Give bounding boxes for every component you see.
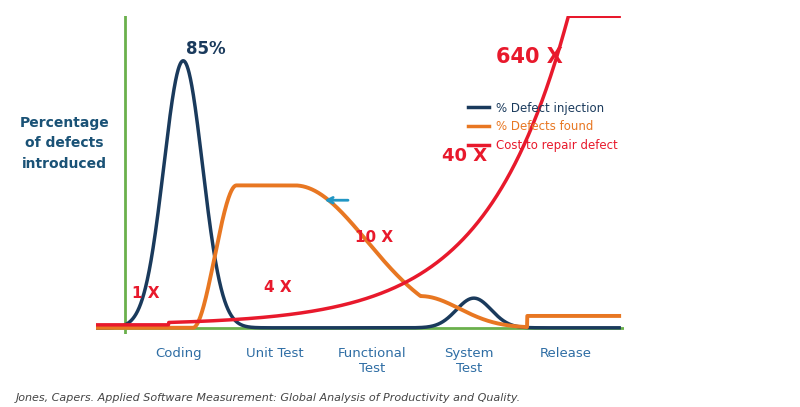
Text: Percentage
of defects
introduced: Percentage of defects introduced	[19, 116, 109, 171]
Text: Coding: Coding	[155, 347, 202, 360]
Text: Functional
Test: Functional Test	[338, 347, 406, 375]
Text: System
Test: System Test	[444, 347, 494, 375]
Text: Jones, Capers. Applied Software Measurement: Global Analysis of Productivity and: Jones, Capers. Applied Software Measurem…	[16, 393, 521, 403]
Text: 40 X: 40 X	[442, 147, 487, 164]
Legend: % Defect injection, % Defects found, Cost to repair defect: % Defect injection, % Defects found, Cos…	[468, 102, 618, 152]
Text: 10 X: 10 X	[354, 230, 393, 245]
Text: 85%: 85%	[186, 40, 226, 58]
Text: 4 X: 4 X	[264, 280, 291, 295]
Text: Unit Test: Unit Test	[246, 347, 304, 360]
Text: 1 X: 1 X	[132, 286, 159, 301]
Text: 640 X: 640 X	[496, 47, 563, 67]
Text: Release: Release	[540, 347, 592, 360]
